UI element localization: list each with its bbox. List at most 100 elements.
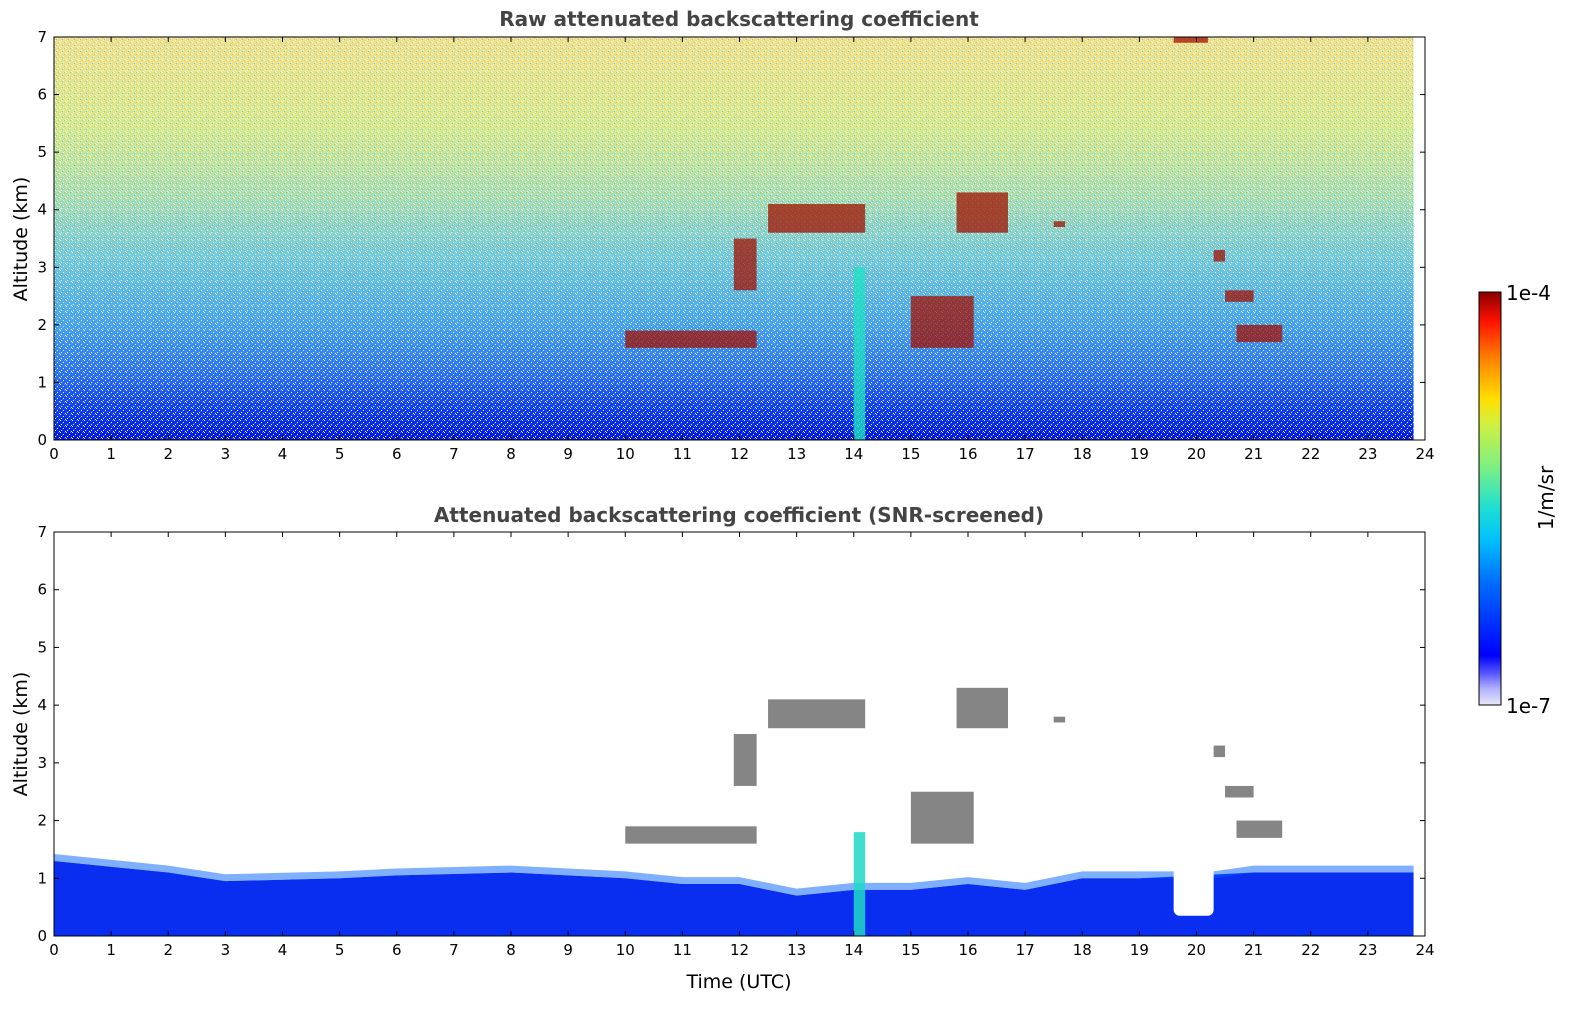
x-tick-label: 22 xyxy=(1301,941,1320,959)
x-tick-label: 13 xyxy=(787,941,806,959)
x-tick-label: 10 xyxy=(616,941,635,959)
x-tick-label: 14 xyxy=(844,941,863,959)
y-tick-label: 7 xyxy=(37,28,47,46)
x-tick-label: 22 xyxy=(1301,445,1320,463)
x-tick-label: 0 xyxy=(49,445,59,463)
x-tick-label: 8 xyxy=(506,445,516,463)
panel2-title: Attenuated backscattering coefficient (S… xyxy=(434,503,1044,527)
x-tick-label: 7 xyxy=(449,445,459,463)
x-tick-label: 17 xyxy=(1016,941,1035,959)
x-tick-label: 5 xyxy=(335,941,345,959)
y-tick-label: 3 xyxy=(37,754,47,772)
x-tick-label: 15 xyxy=(901,941,920,959)
cloud-feature xyxy=(1053,221,1066,227)
x-tick-label: 6 xyxy=(392,445,402,463)
x-tick-label: 3 xyxy=(221,445,231,463)
colorbar: 1e-4 1e-7 1/m/sr xyxy=(1478,281,1558,718)
panel1-features xyxy=(625,37,1283,440)
x-tick-label: 2 xyxy=(163,941,173,959)
snr-screened-panel: Attenuated backscattering coefficient (S… xyxy=(10,503,1435,993)
x-tick-label: 13 xyxy=(787,445,806,463)
cloud-feature xyxy=(625,330,757,348)
colorbar-gradient xyxy=(1478,291,1502,706)
cloud-feature xyxy=(1236,324,1283,343)
x-tick-label: 11 xyxy=(673,941,692,959)
cloud-feature xyxy=(853,267,866,440)
cloud-feature xyxy=(910,296,974,348)
x-tick-label: 8 xyxy=(506,941,516,959)
x-tick-label: 19 xyxy=(1130,445,1149,463)
x-tick-label: 6 xyxy=(392,941,402,959)
panel2-plot-area xyxy=(54,687,1414,936)
x-tick-label: 7 xyxy=(449,941,459,959)
x-tick-label: 1 xyxy=(106,941,116,959)
panel1-title: Raw attenuated backscattering coefficien… xyxy=(499,7,979,31)
panel2-boundary-layer-upper xyxy=(54,854,1414,896)
x-tick-label: 14 xyxy=(844,445,863,463)
x-tick-label: 20 xyxy=(1187,445,1206,463)
x-tick-label: 21 xyxy=(1244,941,1263,959)
cloud-feature xyxy=(733,734,757,786)
panel2-xlabel: Time (UTC) xyxy=(685,971,791,993)
panel2-y-axis: 0 1 2 3 4 5 6 7 xyxy=(37,523,1425,945)
cloud-feature xyxy=(1213,250,1226,262)
y-tick-label: 4 xyxy=(37,696,47,714)
panel2-x-axis: 0 1 2 3 4 5 6 7 8 9 10 11 12 13 14 15 16 17 18 19 20 21 22 23 24 xyxy=(49,532,1435,959)
panel2-features xyxy=(625,687,1283,936)
x-tick-label: 17 xyxy=(1016,445,1035,463)
x-tick-label: 24 xyxy=(1415,445,1434,463)
y-tick-label: 5 xyxy=(37,638,47,656)
x-tick-label: 19 xyxy=(1130,941,1149,959)
y-tick-label: 7 xyxy=(37,523,47,541)
x-tick-label: 3 xyxy=(221,941,231,959)
x-tick-label: 12 xyxy=(730,445,749,463)
panel1-plot-area xyxy=(54,37,1414,440)
y-tick-label: 2 xyxy=(37,316,47,334)
boundary-layer-gap xyxy=(1173,866,1214,916)
y-tick-label: 2 xyxy=(37,812,47,830)
raw-backscatter-panel: Raw attenuated backscattering coefficien… xyxy=(10,7,1435,463)
x-tick-label: 18 xyxy=(1073,445,1092,463)
panel1-y-axis: 0 1 2 3 4 5 6 7 xyxy=(37,28,1425,449)
panel2-boundary-layer xyxy=(54,860,1414,936)
y-tick-label: 3 xyxy=(37,258,47,276)
y-tick-label: 4 xyxy=(37,201,47,219)
y-tick-label: 0 xyxy=(37,927,47,945)
x-tick-label: 20 xyxy=(1187,941,1206,959)
x-tick-label: 10 xyxy=(616,445,635,463)
cloud-feature xyxy=(768,203,866,233)
x-tick-label: 4 xyxy=(278,941,288,959)
x-tick-label: 1 xyxy=(106,445,116,463)
colorbar-min-label: 1e-7 xyxy=(1506,694,1551,718)
cloud-feature xyxy=(956,192,1008,233)
cloud-feature xyxy=(768,699,866,729)
cloud-feature xyxy=(1225,785,1254,798)
panel1-x-axis: 0 1 2 3 4 5 6 7 8 9 10 11 12 13 14 15 16 17 18 19 20 21 22 23 24 xyxy=(49,37,1435,463)
y-tick-label: 0 xyxy=(37,431,47,449)
x-tick-label: 2 xyxy=(163,445,173,463)
y-tick-label: 1 xyxy=(37,869,47,887)
x-tick-label: 0 xyxy=(49,941,59,959)
cloud-feature xyxy=(1053,716,1066,723)
cloud-feature xyxy=(733,238,757,291)
x-tick-label: 9 xyxy=(563,941,573,959)
cloud-feature xyxy=(1236,820,1283,838)
x-tick-label: 16 xyxy=(958,941,977,959)
x-tick-label: 9 xyxy=(563,445,573,463)
x-tick-label: 12 xyxy=(730,941,749,959)
x-tick-label: 15 xyxy=(901,445,920,463)
cloud-feature xyxy=(1173,37,1208,43)
x-tick-label: 18 xyxy=(1073,941,1092,959)
y-tick-label: 6 xyxy=(37,581,47,599)
cloud-feature xyxy=(625,826,757,844)
x-tick-label: 5 xyxy=(335,445,345,463)
y-tick-label: 6 xyxy=(37,86,47,104)
y-tick-label: 1 xyxy=(37,373,47,391)
x-tick-label: 11 xyxy=(673,445,692,463)
y-tick-label: 5 xyxy=(37,143,47,161)
cloud-feature xyxy=(1225,290,1254,302)
panel1-ylabel: Altitude (km) xyxy=(10,177,32,302)
x-tick-label: 23 xyxy=(1358,941,1377,959)
x-tick-label: 24 xyxy=(1415,941,1434,959)
